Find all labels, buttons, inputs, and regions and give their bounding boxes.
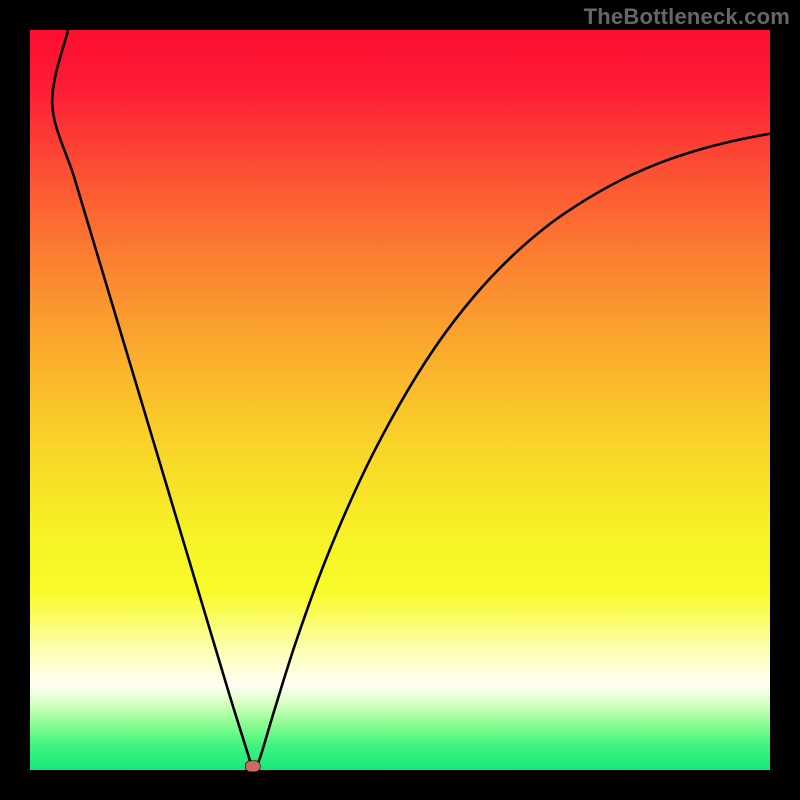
bottleneck-chart <box>0 0 800 800</box>
optimum-marker <box>245 761 260 772</box>
chart-canvas: TheBottleneck.com <box>0 0 800 800</box>
watermark-text: TheBottleneck.com <box>584 4 790 30</box>
